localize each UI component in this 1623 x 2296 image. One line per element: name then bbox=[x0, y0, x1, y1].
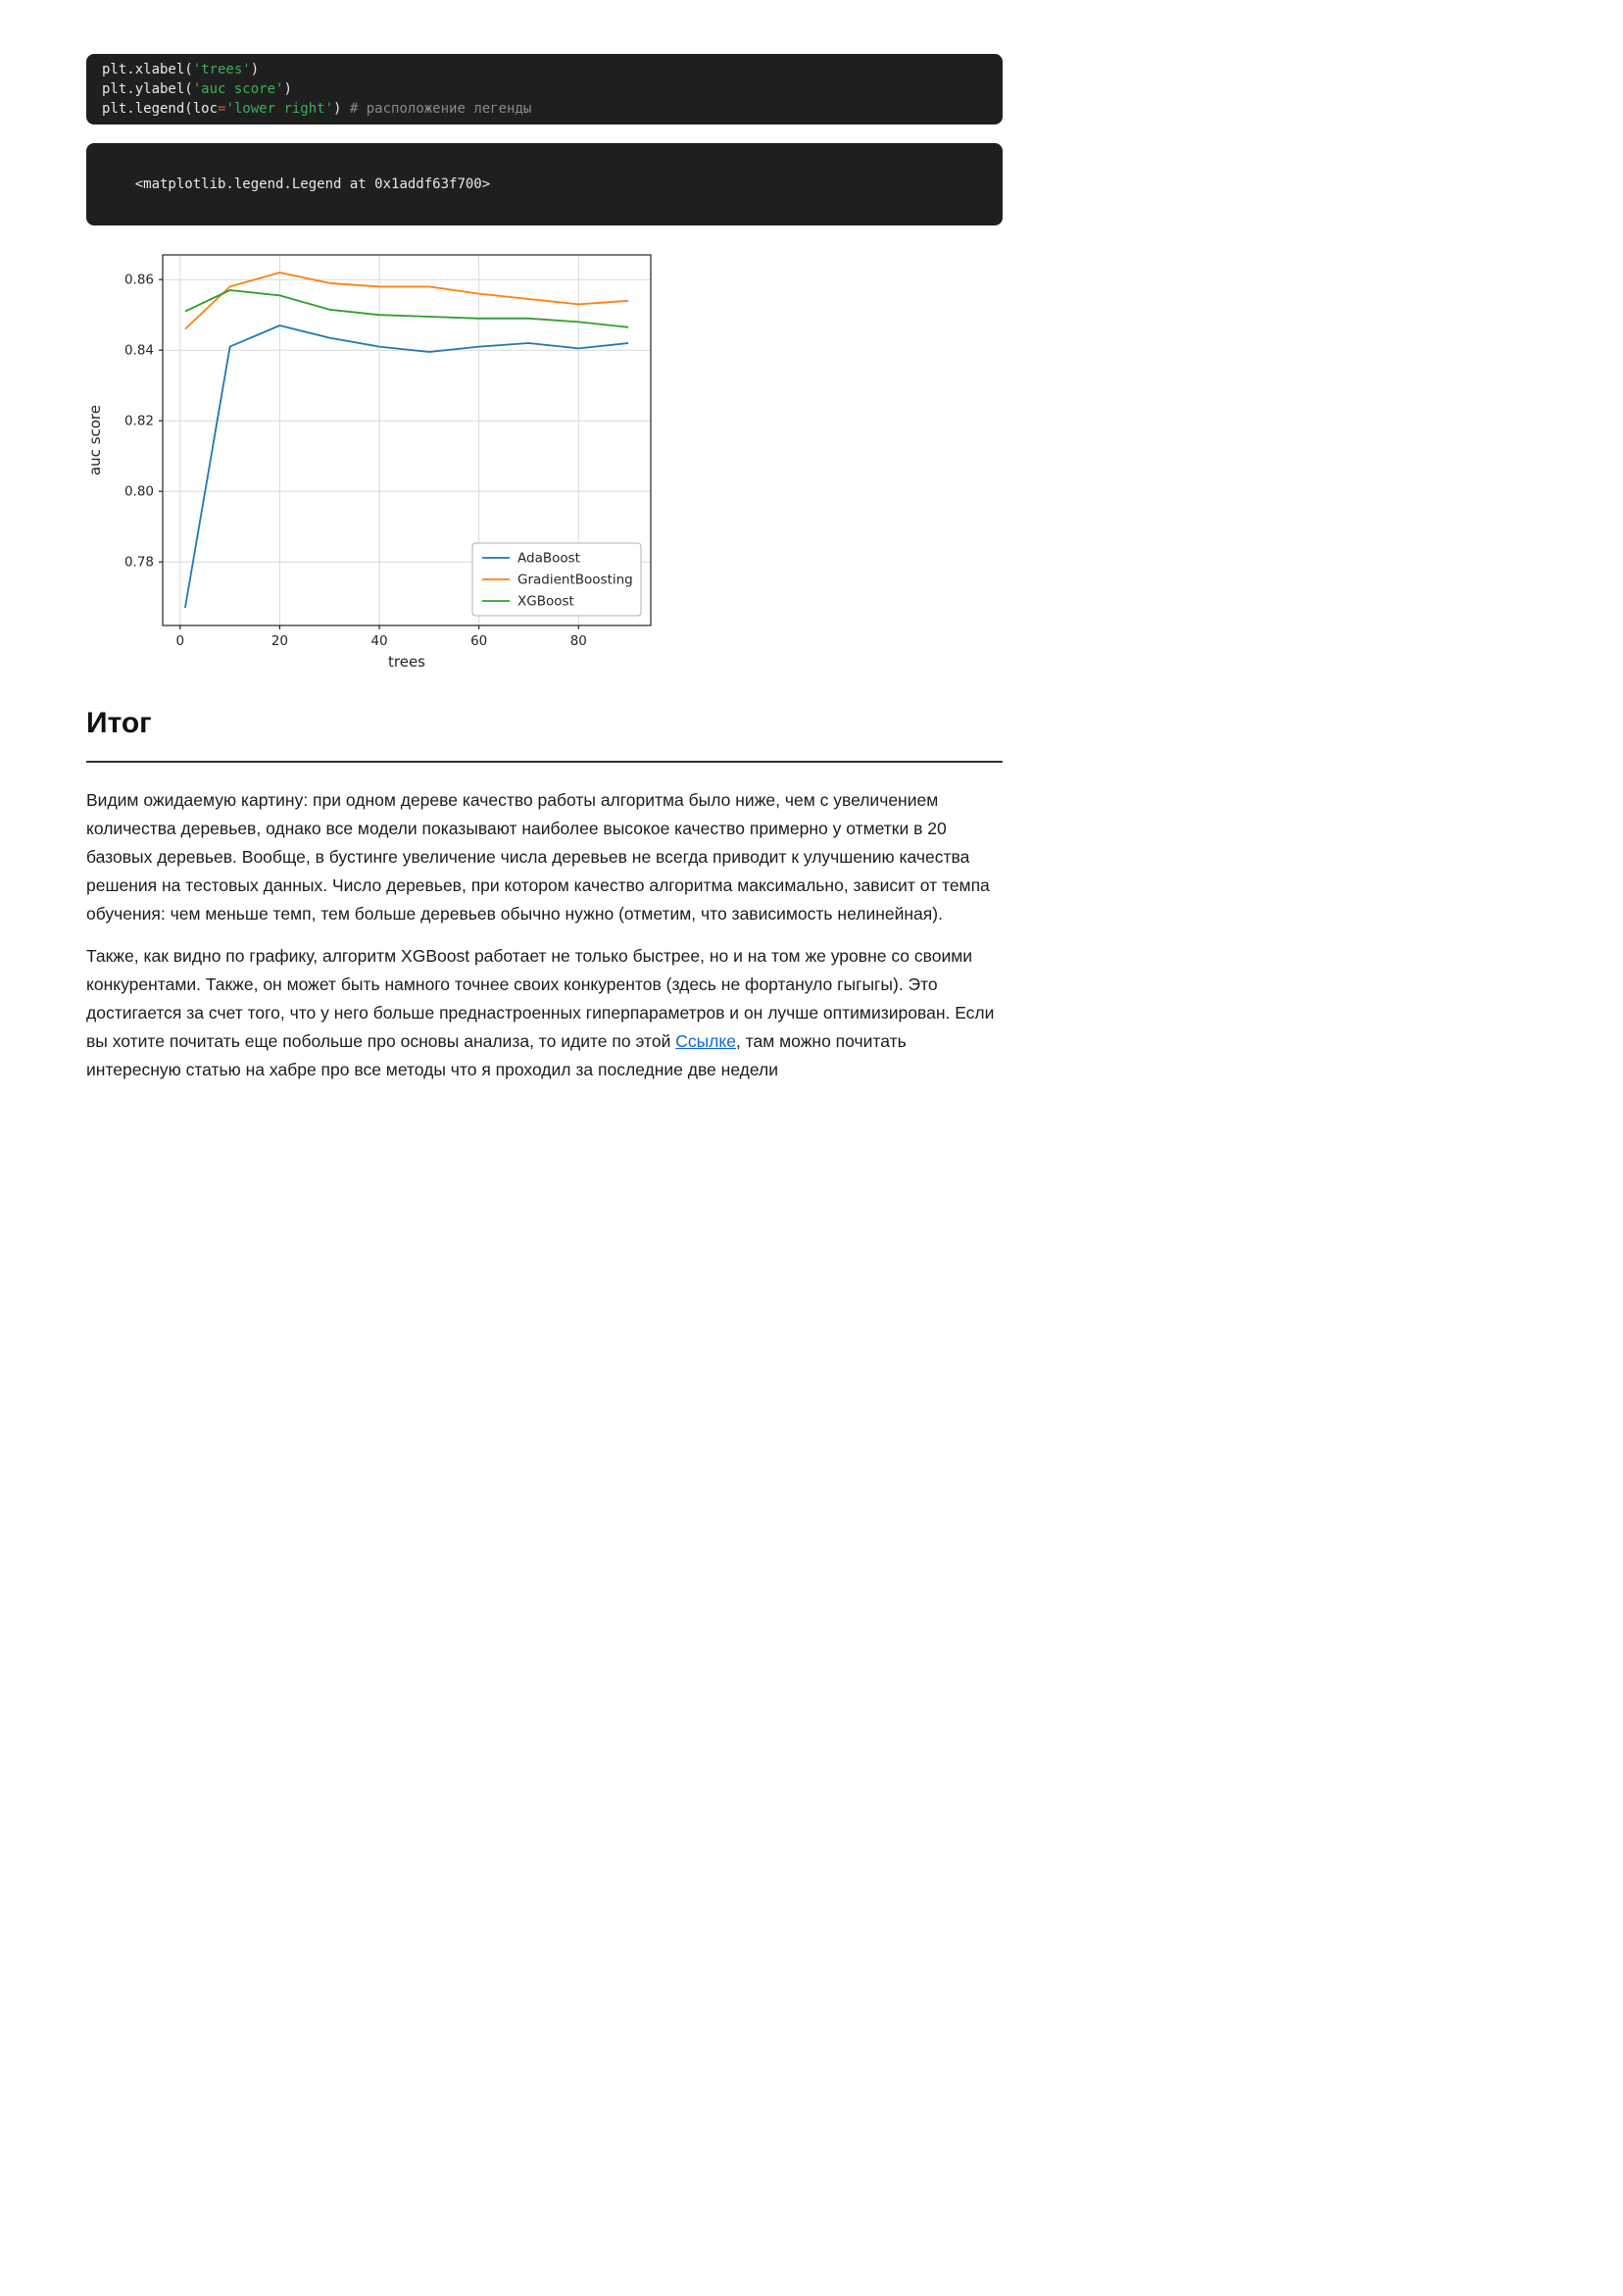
x-axis-label: trees bbox=[388, 653, 425, 671]
code-line: plt.legend(loc='lower right') # располож… bbox=[102, 101, 532, 117]
y-tick-label: 0.86 bbox=[124, 273, 154, 288]
legend-label: GradientBoosting bbox=[517, 573, 633, 588]
series-line-xgboost bbox=[184, 289, 629, 328]
y-tick-label: 0.80 bbox=[124, 484, 154, 500]
section-divider bbox=[86, 761, 1003, 763]
legend-label: XGBoost bbox=[517, 594, 574, 610]
output-text: <matplotlib.legend.Legend at 0x1addf63f7… bbox=[134, 176, 491, 192]
x-tick-label: 40 bbox=[370, 633, 387, 649]
code-line: plt.xlabel('trees') bbox=[102, 62, 260, 77]
chart-svg: 0 20 40 60 80 0.78 0.80 0.82 0.84 0.86 trees auc sc… bbox=[86, 254, 652, 671]
paragraph-2-before-link: Также, как видно по графику, алгоритм XG… bbox=[86, 946, 995, 1051]
ssylka-link[interactable]: Ссылке bbox=[675, 1031, 736, 1051]
legend-label: AdaBoost bbox=[517, 551, 580, 567]
x-tick-label: 20 bbox=[271, 633, 288, 649]
auc-chart: 0 20 40 60 80 0.78 0.80 0.82 0.84 0.86 trees auc sc… bbox=[86, 241, 674, 680]
chart-legend bbox=[471, 542, 642, 617]
section-heading: Итог bbox=[86, 707, 152, 739]
x-tick-label: 0 bbox=[175, 633, 184, 649]
notebook-content: plt.xlabel('trees') plt.ylabel('auc score… bbox=[0, 0, 1003, 1084]
series-line-gradientboosting bbox=[184, 272, 629, 330]
paragraph-conclusion-2: Также, как видно по графику, алгоритм XG… bbox=[86, 942, 1003, 1084]
output-cell: <matplotlib.legend.Legend at 0x1addf63f7… bbox=[86, 143, 1003, 225]
paragraph-conclusion-1: Видим ожидаемую картину: при одном дерев… bbox=[86, 790, 990, 923]
x-tick-label: 60 bbox=[470, 633, 487, 649]
code-line: plt.ylabel('auc score') bbox=[102, 81, 292, 97]
x-tick-label: 80 bbox=[570, 633, 587, 649]
code-cell: plt.xlabel('trees') plt.ylabel('auc score… bbox=[86, 54, 1003, 125]
y-tick-label: 0.82 bbox=[124, 414, 154, 429]
paragraph-2-after-link: , там можно почитать интересную статью н… bbox=[86, 1031, 907, 1079]
y-tick-label: 0.84 bbox=[124, 343, 154, 359]
series-line-adaboost bbox=[184, 324, 629, 609]
y-tick-label: 0.78 bbox=[124, 555, 154, 571]
y-axis-label: auc score bbox=[86, 405, 104, 475]
code-lines: plt.xlabel('trees') plt.ylabel('auc score… bbox=[102, 60, 987, 119]
